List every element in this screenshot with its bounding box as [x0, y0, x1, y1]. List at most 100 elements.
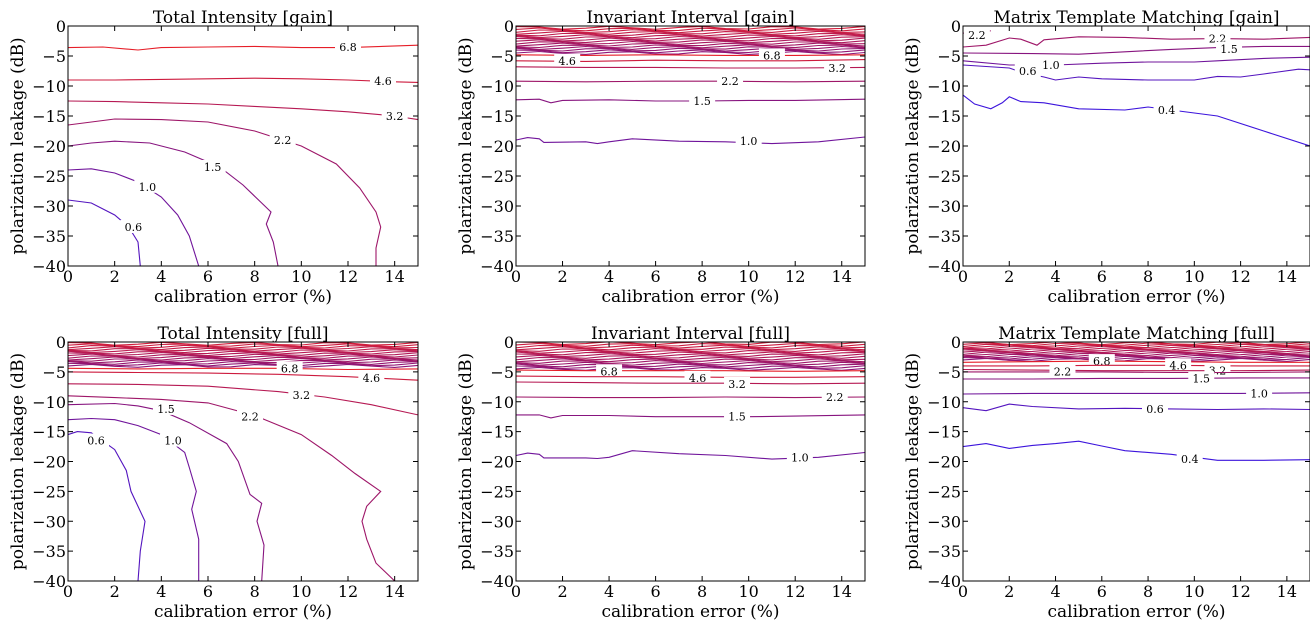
contour-label: 0.6 — [87, 435, 105, 448]
y-tick-label: −25 — [480, 167, 514, 186]
x-tick-label: 14 — [1277, 267, 1297, 286]
x-tick-label: 12 — [338, 267, 358, 286]
contour-label: 6.8 — [281, 362, 299, 375]
dense-contour-line — [516, 29, 865, 34]
contour-panel: 2.2 2.21.51.00.60.40 2 4 6 8 10 12 140−5−10−15−2… — [903, 8, 1310, 307]
x-tick-label: 14 — [1277, 582, 1297, 601]
contour-label-gap — [1153, 103, 1180, 116]
contour-line — [516, 136, 865, 145]
dense-contour-line — [516, 356, 865, 361]
contour-line — [963, 45, 1310, 55]
contour-line — [68, 168, 200, 266]
contour-label-gap — [120, 220, 147, 233]
y-tick-label: −30 — [927, 512, 961, 531]
dense-contour-line — [68, 355, 418, 360]
contour-label: 6.8 — [1093, 355, 1111, 368]
contour-label: 2.2 — [1054, 365, 1072, 378]
dense-contour-line — [516, 366, 865, 371]
contour-line — [68, 402, 265, 581]
contour-line — [68, 417, 200, 581]
contour-label-gap — [1014, 64, 1041, 77]
dense-contour-line — [516, 360, 865, 365]
contour-label-gap — [199, 160, 226, 173]
x-tick-label: 8 — [250, 267, 260, 286]
dense-contour-line — [516, 37, 865, 42]
contour-label: 1.0 — [740, 135, 758, 148]
contour-label: 1.0 — [791, 451, 809, 464]
y-tick-label: −15 — [480, 107, 514, 126]
contour-label-gap — [717, 74, 744, 88]
x-axis-label: calibration error (%) — [1047, 602, 1225, 622]
contour-label: 3.2 — [728, 378, 746, 391]
contour-label-gap — [1037, 58, 1064, 71]
contour-label: 0.6 — [1019, 65, 1037, 78]
y-tick-label: −40 — [32, 572, 66, 591]
dense-contour-line — [516, 361, 865, 366]
contour-label: 1.5 — [157, 403, 175, 416]
x-tick-label: 12 — [1230, 582, 1250, 601]
y-tick-label: −5 — [937, 363, 961, 382]
y-axis-label: polarization leakage (dB) — [8, 37, 28, 254]
contour-label-gap — [596, 364, 623, 378]
contour-line — [963, 94, 1310, 147]
contour-label-gap — [724, 409, 751, 423]
contour-line — [963, 371, 1310, 374]
x-tick-label: 2 — [1004, 267, 1014, 286]
y-axis-label: polarization leakage (dB) — [903, 37, 923, 254]
contour-label-gap — [269, 133, 296, 146]
contour-label-gap — [160, 433, 186, 447]
contour-label-gap — [684, 370, 711, 384]
y-tick-label: −20 — [480, 137, 514, 156]
contour-label: 4.6 — [374, 75, 392, 88]
contour-line — [516, 80, 865, 83]
x-tick-label: 8 — [250, 582, 260, 601]
dense-contour-line — [68, 344, 418, 349]
contour-line — [516, 414, 865, 419]
x-tick-label: 6 — [651, 582, 661, 601]
x-tick-label: 10 — [291, 582, 311, 601]
contour-label-gap — [1049, 364, 1076, 378]
x-tick-label: 4 — [156, 582, 166, 601]
x-tick-label: 10 — [1184, 267, 1204, 286]
x-tick-label: 10 — [291, 267, 311, 286]
contour-label-gap — [83, 433, 109, 447]
x-axis-label: calibration error (%) — [154, 602, 332, 622]
y-axis-label: polarization leakage (dB) — [903, 353, 923, 570]
contour-label: 0.4 — [1181, 453, 1199, 466]
dense-contour-line — [516, 354, 865, 359]
x-tick-label: 2 — [1004, 582, 1014, 601]
dense-contour-line — [516, 44, 865, 49]
y-axis-label: polarization leakage (dB) — [8, 353, 28, 570]
contour-label: 1.0 — [1042, 59, 1060, 72]
x-tick-label: 6 — [203, 582, 213, 601]
dense-contour-line — [68, 362, 418, 367]
y-tick-label: −5 — [937, 47, 961, 66]
panel-title: Total Intensity [gain] — [153, 8, 333, 28]
y-tick-label: −30 — [32, 197, 66, 216]
dense-contour-line — [516, 27, 865, 32]
x-tick-label: 4 — [604, 267, 614, 286]
y-tick-label: 0 — [504, 333, 514, 352]
dense-contour-line — [516, 40, 865, 45]
y-tick-label: −35 — [927, 542, 961, 561]
x-tick-label: 14 — [384, 582, 404, 601]
contour-label-gap — [963, 28, 990, 41]
x-tick-label: 4 — [1050, 582, 1060, 601]
dense-contour-line — [68, 346, 418, 351]
contour-label-gap — [153, 401, 179, 415]
plot-area: 6.8 4.6 3.2 2.2 1.5 1.0 0.6 — [68, 342, 418, 581]
contour-label: 2.2 — [968, 29, 986, 42]
y-tick-label: −10 — [32, 393, 66, 412]
x-tick-label: 2 — [557, 267, 567, 286]
contour-label: 0.4 — [1158, 104, 1176, 117]
y-tick-label: −5 — [42, 47, 66, 66]
dense-contour-line — [516, 349, 865, 354]
dense-contour-line — [516, 32, 865, 37]
x-tick-label: 4 — [1050, 267, 1060, 286]
y-tick-label: −35 — [480, 542, 514, 561]
y-tick-label: −15 — [927, 423, 961, 442]
contour-line — [68, 100, 418, 121]
y-tick-label: −10 — [32, 77, 66, 96]
contour-label-gap — [358, 370, 385, 384]
y-tick-label: −25 — [927, 167, 961, 186]
